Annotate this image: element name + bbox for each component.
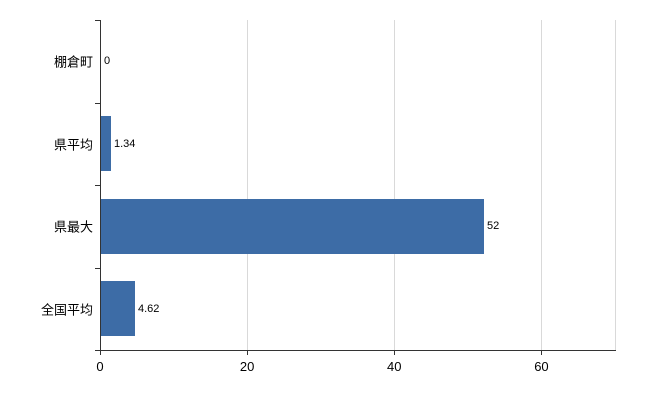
category-label-県平均: 県平均 xyxy=(53,137,93,153)
value-label: 4.62 xyxy=(138,302,160,315)
y-axis-tick xyxy=(95,185,100,186)
y-axis-line xyxy=(100,20,101,351)
gridline xyxy=(394,20,396,350)
bar-県平均 xyxy=(101,116,111,171)
y-axis-tick xyxy=(95,350,100,351)
x-axis-tick xyxy=(541,350,543,355)
x-axis-tick xyxy=(247,350,249,355)
y-axis-tick xyxy=(95,103,100,104)
y-axis-tick xyxy=(95,20,100,21)
x-tick-label: 0 xyxy=(96,359,104,374)
category-label-全国平均: 全国平均 xyxy=(40,302,93,318)
value-label: 52 xyxy=(487,220,500,233)
x-tick-label: 40 xyxy=(387,359,402,374)
gridline xyxy=(247,20,249,350)
bar-全国平均 xyxy=(101,281,135,336)
gridline xyxy=(541,20,543,350)
y-axis-tick xyxy=(95,268,100,269)
x-tick-label: 20 xyxy=(239,359,255,374)
value-label: 0 xyxy=(104,55,111,68)
value-label: 1.34 xyxy=(114,137,136,150)
x-axis-line xyxy=(100,350,616,351)
x-axis-tick xyxy=(100,350,101,355)
x-axis-tick xyxy=(394,350,396,355)
bar-県最大 xyxy=(101,199,484,254)
x-tick-label: 60 xyxy=(534,359,549,374)
plot-border xyxy=(615,20,616,350)
category-label-棚倉町: 棚倉町 xyxy=(53,54,93,70)
category-label-県最大: 県最大 xyxy=(53,219,93,235)
